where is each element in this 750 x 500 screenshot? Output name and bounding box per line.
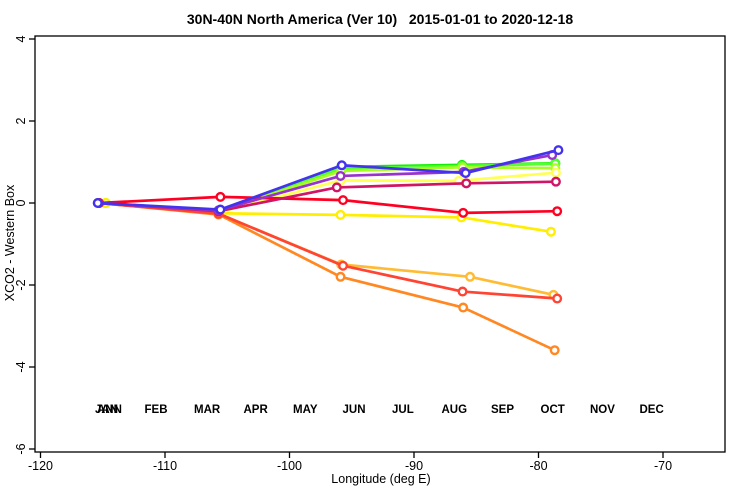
legend-item-ann: ANN	[97, 404, 122, 416]
legend-item-sep: SEP	[491, 404, 514, 416]
data-point-oct	[461, 178, 472, 189]
y-tick-label: -4	[14, 361, 28, 372]
legend-item-feb: FEB	[145, 404, 168, 416]
data-point-dec	[215, 204, 226, 215]
series-line-aug	[97, 201, 559, 300]
chart-title: 30N-40N North America (Ver 10) 2015-01-0…	[187, 11, 573, 27]
data-point-apr	[550, 167, 561, 178]
legend-item-jan: JAN	[95, 404, 118, 416]
legend-item-apr: APR	[244, 404, 269, 416]
y-tick-label: -6	[14, 443, 28, 454]
data-point-aug	[457, 286, 468, 297]
series-may	[100, 197, 556, 237]
data-point-sep	[552, 206, 563, 217]
x-tick-label: -110	[153, 459, 177, 473]
data-point-may	[335, 209, 346, 220]
series-lines	[92, 145, 564, 356]
legend-item-oct: OCT	[541, 404, 565, 416]
y-tick-label: 2	[14, 117, 28, 124]
legend-item-aug: AUG	[442, 404, 468, 416]
y-tick-label: -2	[14, 279, 28, 290]
data-point-sep	[458, 207, 469, 218]
series-dec	[92, 145, 564, 215]
legend-item-jun: JUN	[343, 404, 366, 416]
legend-item-nov: NOV	[590, 404, 615, 416]
y-tick-label: 4	[14, 35, 28, 42]
x-tick-label: -70	[654, 459, 672, 473]
y-axis-label: XCO2 - Western Box	[3, 184, 17, 301]
y-tick-label: 0	[14, 199, 28, 206]
x-tick-label: -120	[28, 459, 53, 473]
legend-item-may: MAY	[293, 404, 318, 416]
x-axis-label: Longitude (deg E)	[331, 472, 430, 486]
data-point-oct	[331, 182, 342, 193]
data-point-jul	[549, 345, 560, 356]
series-line-jun	[97, 201, 555, 297]
data-point-dec	[92, 197, 103, 208]
legend-item-mar: MAR	[194, 404, 221, 416]
data-point-sep	[338, 195, 349, 206]
series-sep	[94, 191, 563, 218]
plot-box	[34, 35, 726, 453]
legend-item-jul: JUL	[392, 404, 414, 416]
data-point-aug	[338, 260, 349, 271]
data-point-nov	[335, 170, 346, 181]
x-tick-label: -100	[277, 459, 302, 473]
data-point-dec	[460, 168, 471, 179]
data-point-sep	[215, 191, 226, 202]
data-point-dec	[553, 145, 564, 156]
x-tick-label: -80	[529, 459, 547, 473]
data-point-may	[545, 226, 556, 237]
data-point-oct	[550, 176, 561, 187]
data-point-jul	[335, 271, 346, 282]
axes: -120 -110 -100 -90 -80 -70 -6 -4 -2 0 2 4	[14, 35, 726, 473]
legend-item-dec: DEC	[640, 404, 664, 416]
data-point-jul	[458, 302, 469, 313]
data-point-jun	[465, 271, 476, 282]
data-point-aug	[552, 293, 563, 304]
x-tick-label: -90	[405, 459, 423, 473]
series-line-jul	[97, 201, 557, 352]
data-point-dec	[336, 160, 347, 171]
